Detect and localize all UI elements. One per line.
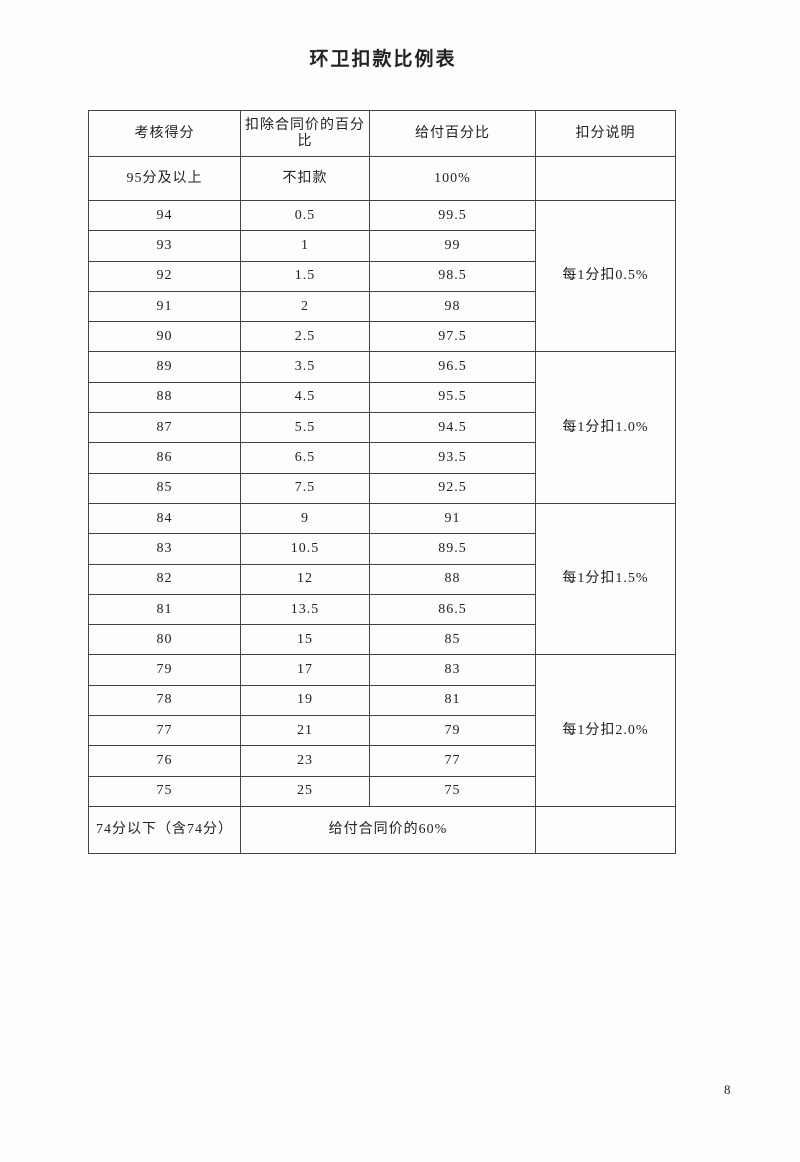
- score-cell: 79: [88, 654, 241, 686]
- header-deduct: 扣除合同价的百分比: [240, 110, 370, 157]
- note-cell: 每1分扣2.0%: [535, 654, 676, 807]
- table-row: 87 5.5 94.5: [88, 412, 676, 444]
- deduct-cell: 23: [240, 745, 370, 777]
- deduct-cell: 不扣款: [240, 156, 370, 201]
- pay-cell: 91: [369, 502, 536, 535]
- table-row: 77 21 79: [88, 715, 676, 747]
- pay-cell: 98.5: [369, 260, 536, 292]
- score-cell: 92: [88, 260, 241, 292]
- deduct-cell: 13.5: [240, 593, 370, 626]
- table-row: 78 19 81: [88, 684, 676, 717]
- table-row: 90 2.5 97.5: [88, 321, 676, 353]
- table-row: 80 15 85: [88, 624, 676, 656]
- score-cell: 82: [88, 563, 241, 595]
- page-title: 环卫扣款比例表: [309, 49, 457, 70]
- header-note: 扣分说明: [535, 110, 676, 157]
- score-cell: 75: [88, 775, 241, 807]
- deduct-cell: 7.5: [240, 472, 370, 504]
- deduct-cell: 4.5: [240, 381, 370, 414]
- deduct-cell: 15: [240, 624, 370, 656]
- deduct-cell: 1.5: [240, 260, 370, 292]
- pay-cell: 88: [369, 563, 536, 595]
- pay-cell: 75: [369, 775, 536, 807]
- pay-cell: 99.5: [369, 199, 536, 232]
- header-pay: 给付百分比: [369, 110, 536, 157]
- score-cell: 81: [88, 593, 241, 626]
- score-cell: 90: [88, 321, 241, 353]
- pay-cell: 95.5: [369, 381, 536, 414]
- score-cell: 74分以下（含74分）: [88, 805, 241, 854]
- pay-cell: 99: [369, 230, 536, 262]
- merged-pay-cell: 给付合同价的60%: [240, 805, 536, 854]
- table-row: 82 12 88: [88, 563, 676, 595]
- note-cell: 每1分扣1.0%: [535, 351, 676, 504]
- score-cell: 95分及以上: [88, 156, 241, 201]
- deduct-cell: 25: [240, 775, 370, 807]
- table-header-row: 考核得分 扣除合同价的百分比 给付百分比 扣分说明: [88, 110, 676, 157]
- deduct-cell: 2: [240, 290, 370, 323]
- table-row: 93 1 99: [88, 230, 676, 262]
- note-cell: [535, 156, 676, 201]
- table-row: 86 6.5 93.5: [88, 442, 676, 474]
- pay-cell: 77: [369, 745, 536, 777]
- pay-cell: 96.5: [369, 351, 536, 383]
- table-row: 84 9 91 每1分扣1.5%: [88, 502, 676, 656]
- pay-cell: 93.5: [369, 442, 536, 474]
- pay-cell: 97.5: [369, 321, 536, 353]
- pay-cell: 86.5: [369, 593, 536, 626]
- table-row: 94 0.5 99.5 每1分扣0.5%: [88, 199, 676, 353]
- note-cell: 每1分扣0.5%: [535, 199, 676, 353]
- note-cell: 每1分扣1.5%: [535, 502, 676, 656]
- table-row: 95分及以上 不扣款 100%: [88, 156, 676, 201]
- pay-cell: 85: [369, 624, 536, 656]
- pay-cell: 89.5: [369, 533, 536, 565]
- score-cell: 85: [88, 472, 241, 504]
- score-cell: 78: [88, 684, 241, 717]
- deduct-cell: 10.5: [240, 533, 370, 565]
- deduct-cell: 3.5: [240, 351, 370, 383]
- deduct-cell: 12: [240, 563, 370, 595]
- table-row: 85 7.5 92.5: [88, 472, 676, 504]
- table-row: 89 3.5 96.5 每1分扣1.0%: [88, 351, 676, 504]
- pay-cell: 92.5: [369, 472, 536, 504]
- deduct-cell: 0.5: [240, 199, 370, 232]
- page-number: 8: [724, 1082, 731, 1097]
- deduct-cell: 1: [240, 230, 370, 262]
- score-cell: 80: [88, 624, 241, 656]
- pay-cell: 94.5: [369, 412, 536, 444]
- score-cell: 77: [88, 715, 241, 747]
- note-cell: [535, 805, 676, 854]
- score-cell: 84: [88, 502, 241, 535]
- deduct-cell: 19: [240, 684, 370, 717]
- deduct-cell: 5.5: [240, 412, 370, 444]
- score-cell: 87: [88, 412, 241, 444]
- pay-cell: 79: [369, 715, 536, 747]
- deduct-cell: 6.5: [240, 442, 370, 474]
- score-cell: 91: [88, 290, 241, 323]
- deduct-cell: 17: [240, 654, 370, 686]
- table-row: 75 25 75: [88, 775, 676, 807]
- score-cell: 76: [88, 745, 241, 777]
- pay-cell: 100%: [369, 156, 536, 201]
- score-cell: 86: [88, 442, 241, 474]
- pay-cell: 98: [369, 290, 536, 323]
- deduction-table: 考核得分 扣除合同价的百分比 给付百分比 扣分说明 95分及以上 不扣款 100…: [88, 110, 676, 854]
- score-cell: 93: [88, 230, 241, 262]
- deduct-cell: 21: [240, 715, 370, 747]
- table-row: 91 2 98: [88, 290, 676, 323]
- score-cell: 88: [88, 381, 241, 414]
- table-row: 81 13.5 86.5: [88, 593, 676, 626]
- score-cell: 83: [88, 533, 241, 565]
- deduct-cell: 2.5: [240, 321, 370, 353]
- header-score: 考核得分: [88, 110, 241, 157]
- pay-cell: 83: [369, 654, 536, 686]
- table-row: 79 17 83 每1分扣2.0%: [88, 654, 676, 807]
- score-cell: 94: [88, 199, 241, 232]
- deduct-cell: 9: [240, 502, 370, 535]
- pay-cell: 81: [369, 684, 536, 717]
- score-cell: 89: [88, 351, 241, 383]
- table-row: 74分以下（含74分） 给付合同价的60%: [88, 805, 676, 854]
